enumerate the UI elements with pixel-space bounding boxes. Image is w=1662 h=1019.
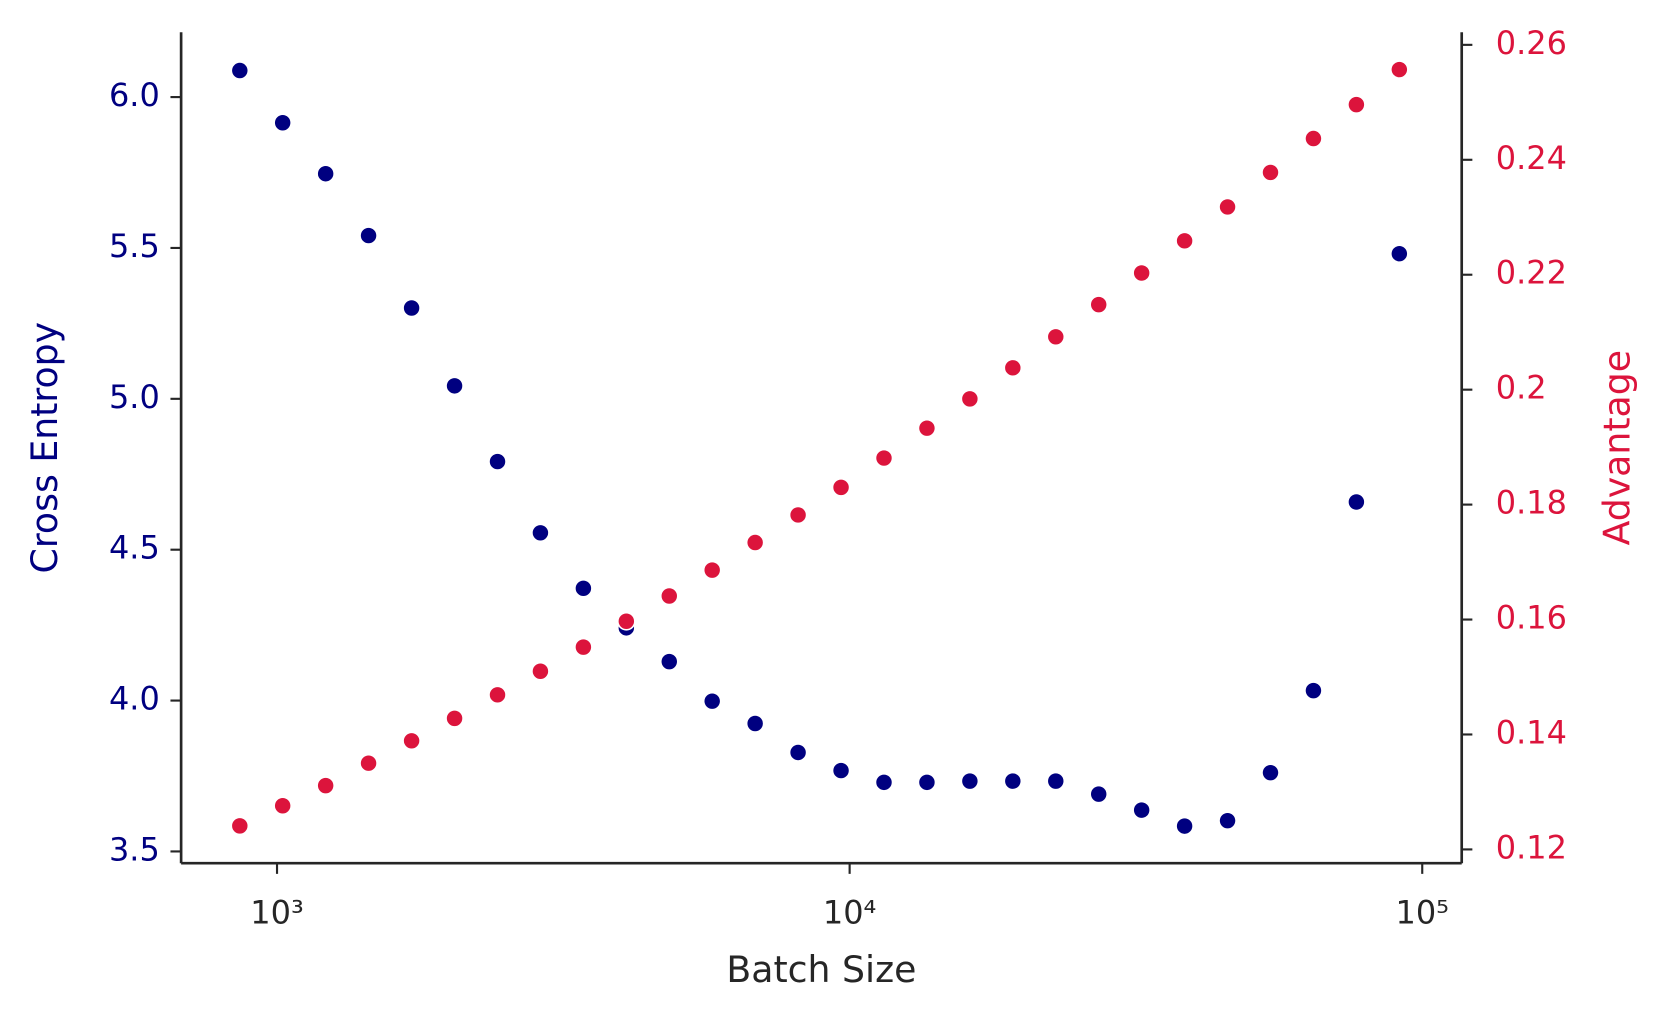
data-point (574, 578, 593, 598)
data-point (402, 298, 421, 318)
data-point (273, 113, 292, 133)
data-point (1218, 197, 1237, 217)
data-point (1003, 358, 1023, 378)
data-point (402, 731, 421, 751)
data-point (1046, 771, 1066, 791)
data-point (831, 478, 851, 497)
data-point (230, 816, 250, 836)
x-tick-label: 10³ (250, 893, 303, 931)
x-tick-label: 10⁵ (1396, 893, 1449, 931)
y2-tick-label: 0.22 (1496, 254, 1567, 292)
data-point (574, 637, 593, 657)
data-point (1304, 681, 1323, 700)
data-point (488, 685, 507, 705)
x-tick-label: 10⁴ (823, 893, 876, 931)
data-point (1046, 327, 1066, 347)
y2-tick-label: 0.18 (1496, 484, 1567, 522)
data-point (1304, 129, 1323, 148)
data-point (788, 743, 808, 762)
data-point (659, 652, 679, 671)
data-point (960, 771, 980, 791)
data-point (1003, 771, 1023, 791)
data-point (1132, 800, 1151, 820)
y2-tick-label: 0.26 (1496, 24, 1567, 62)
data-point (745, 533, 765, 552)
y2-tick-label: 0.14 (1496, 713, 1567, 751)
data-point (1390, 244, 1409, 264)
data-point (1218, 811, 1237, 830)
y-tick-label: 4.0 (109, 680, 160, 718)
y-tick-label: 3.5 (109, 830, 160, 868)
y-tick-label: 4.5 (109, 529, 160, 567)
data-point (316, 776, 335, 795)
data-point (659, 586, 679, 606)
data-point (788, 505, 808, 525)
data-point (1089, 784, 1109, 804)
data-point (617, 611, 636, 631)
x-axis-label: Batch Size (726, 948, 916, 991)
data-point (316, 164, 335, 184)
y-tick-label: 6.0 (109, 76, 160, 114)
data-point (960, 389, 980, 409)
data-point (1261, 163, 1280, 182)
y2-axis-label: Advantage (1595, 350, 1638, 545)
y2-tick-label: 0.16 (1496, 599, 1567, 637)
y2-tick-label: 0.24 (1496, 139, 1567, 177)
data-point (917, 773, 937, 792)
y-tick-label: 5.0 (109, 378, 160, 416)
data-point (745, 714, 765, 733)
y-tick-label: 5.5 (109, 227, 160, 265)
data-point (273, 796, 292, 816)
data-point (917, 418, 937, 438)
data-point (831, 761, 851, 780)
data-point (531, 523, 550, 543)
data-point (1175, 231, 1194, 251)
data-point (1347, 492, 1366, 512)
data-point (874, 448, 894, 468)
data-point (874, 773, 894, 792)
y2-tick-label: 0.2 (1496, 369, 1547, 407)
data-point (702, 560, 722, 580)
y2-tick-label: 0.12 (1496, 828, 1567, 866)
y-axis-label: Cross Entropy (23, 322, 66, 574)
data-point (1347, 95, 1366, 114)
data-point (1261, 763, 1280, 783)
data-point (445, 376, 464, 396)
data-point (488, 452, 507, 471)
data-point (230, 61, 250, 80)
data-point (531, 661, 550, 681)
data-point (359, 226, 378, 245)
data-point (702, 691, 722, 711)
data-point (1132, 263, 1151, 283)
data-point (1390, 60, 1409, 79)
data-point (359, 753, 378, 773)
data-point (1089, 295, 1109, 314)
data-point (445, 709, 464, 728)
data-point (1175, 816, 1194, 836)
